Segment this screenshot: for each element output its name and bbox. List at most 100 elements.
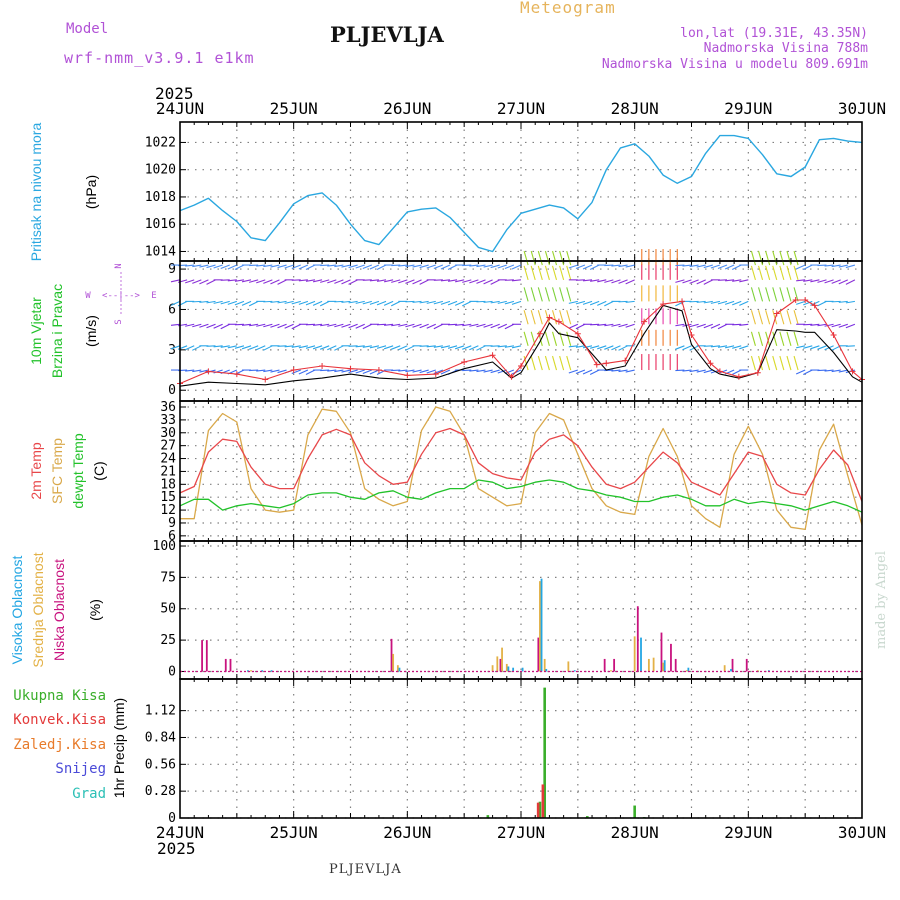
wind-arrow [320,323,330,327]
wind-arrow [305,345,316,349]
wind-arrow [440,345,451,349]
wind-arrow [185,323,195,327]
wind-arrow [845,279,856,285]
wind-arrow [793,265,799,280]
wind-gust-marker [205,368,212,375]
wind-arrow [772,250,778,266]
wind-arrow [765,265,771,280]
wind-arrow [696,300,706,303]
wind-gust-marker [641,318,648,325]
wind-arrow [537,310,543,325]
wind-arrow [270,279,280,285]
wind-arrow [497,300,507,304]
precip-legend-item: Ukupna Kisa [13,688,106,704]
wind-arrow [284,264,294,269]
wind-arrow [348,279,358,285]
precip_conv-bar [536,802,540,818]
pressure-ytick-label: 1018 [145,190,176,205]
wind-arrow [398,264,408,267]
wind-arrow [682,279,692,284]
temp-sfc-ylabel: SFC Temp [49,438,65,504]
wind-gust-marker [375,367,382,374]
wind-arrow [490,279,500,285]
cloud_low-bar [731,658,734,672]
precip-legend-item: Konvek.Kisa [13,712,106,728]
wind-arrow [234,264,245,271]
pressure-ytick-label: 1022 [145,135,176,150]
cloud_mid-bar [491,665,494,672]
cloud-unit: (%) [87,599,103,621]
temp-2m-ylabel: 2m Temp [28,442,44,500]
wind-gust-marker [536,330,543,337]
cloud-mid-ylabel: Srednja Oblacnost [30,552,46,667]
wind-arrow [376,300,387,306]
precip_total-bar [538,801,542,818]
wind-arrow [604,264,614,267]
wind-arrow [476,300,486,303]
wind-arrow [793,355,799,371]
wind-arrow [511,369,522,375]
wind-arrow [341,279,351,285]
temp-2m-line [179,427,863,502]
precip_total-bar [543,687,546,818]
wind-arrow [717,300,728,305]
precip-panel: 0 0.28 0.56 0.84 1.12 [145,678,863,826]
pressure-line [179,134,863,253]
wind-arrow [270,264,280,268]
wind-arrow [390,300,401,307]
wind-arrow [575,369,586,375]
wind-arrow [391,369,401,372]
precip_total-bar [486,815,490,818]
wind-arrow [765,355,771,371]
wind-arrow [559,310,565,325]
wind-gust-marker [735,373,742,380]
wind-arrow [582,279,593,282]
wind-arrow [803,369,813,376]
wind-arrow [369,264,380,270]
wind-gust-marker [802,297,809,304]
temperature-ytick-label: 36 [160,400,176,415]
wind-arrow [462,279,472,283]
wind-arrow [234,300,245,306]
wind-arrow [625,264,635,268]
cloud_mid-bar [496,656,499,672]
precip-ytick-label: 0.84 [145,730,176,745]
wind-gust-marker [233,371,240,378]
product-title: Meteogram [520,0,616,17]
wind-arrow [220,279,230,281]
wind-arrow [682,323,692,327]
wind-arrow [469,345,479,351]
wind-arrow [277,323,287,329]
wind-arrow [750,265,756,280]
wind-arrow [476,264,486,268]
wind-arrow [263,279,273,284]
wind-gust-marker [262,376,269,383]
wind-arrow [426,345,436,348]
wind-arrow [568,323,579,329]
wind-arrow [220,300,230,305]
wind-gust-marker [404,372,411,379]
wind-arrow [248,345,259,350]
wind-arrow [376,323,387,326]
wind-arrow [391,279,401,283]
wind-arrow [725,345,735,349]
wind-arrow [327,264,337,267]
wind-arrow [199,300,209,303]
wind-arrow [320,279,330,283]
x-bottom-tick-label: 30JUN [838,823,886,842]
wind-panel: 0 3 6 9 [168,249,865,402]
precip-frame [179,678,863,819]
wind-arrow [618,323,628,328]
wind-arrow [793,331,799,346]
wind-arrow [731,369,742,376]
wind-arrow [537,250,543,266]
wind-gust-marker [773,310,780,317]
wind-arrow [597,345,607,350]
wind-arrow [454,345,465,350]
wind-arrow [412,264,422,268]
wind-arrow [185,264,195,267]
wind-arrow [419,279,429,285]
wind-gust-marker [688,332,695,339]
wind-arrow [765,250,771,266]
wind-arrow [511,345,522,349]
